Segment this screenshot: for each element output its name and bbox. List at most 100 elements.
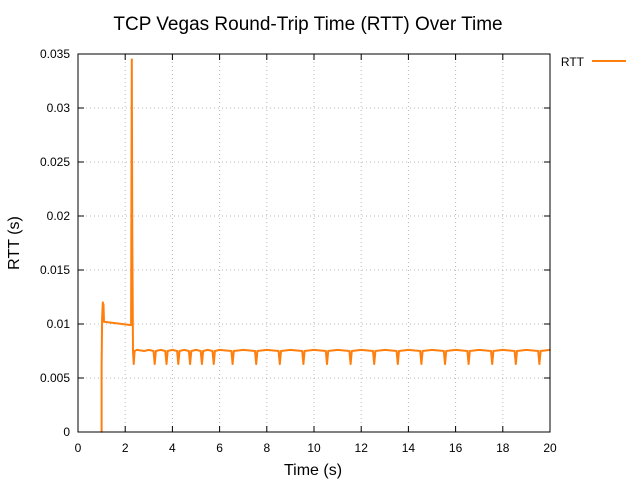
data-point [103,321,105,323]
data-point [166,350,169,352]
data-point [231,363,234,365]
data-point [183,349,185,351]
data-point [336,349,339,351]
tick-layer: 0 2 4 6 8 10 12 14 16 18 20 0 0.005 0.01 0.015 0.02 0.02… [40,47,557,455]
y-tick-label: 0.005 [40,371,70,385]
data-point [212,363,215,365]
data-point [384,349,386,351]
data-point [490,350,492,352]
y-tick-label: 0.035 [40,47,70,61]
data-point [143,350,145,352]
x-tick-label: 10 [307,441,321,455]
data-point [327,350,330,352]
data-point [372,350,374,352]
data-point [374,350,377,352]
data-point [102,301,104,304]
x-tick-label: 8 [263,441,270,455]
data-point [539,350,542,352]
data-point [132,350,134,352]
y-tick-label: 0 [63,425,70,439]
x-tick-label: 2 [122,441,129,455]
data-point [492,350,495,352]
data-point [538,363,541,365]
x-tick-label: 14 [402,441,416,455]
data-point [256,350,259,352]
data-point [515,363,517,365]
data-point [466,350,469,352]
x-tick-label: 12 [355,441,369,455]
data-point [133,350,136,352]
x-tick-label: 20 [543,441,557,455]
data-point [152,350,155,352]
data-point [202,350,204,352]
data-point [513,350,516,352]
data-point [164,350,167,352]
data-point [373,363,376,365]
data-point [255,363,257,365]
data-point [211,350,214,352]
data-point [254,350,256,352]
data-point [214,350,216,352]
data-point [176,350,178,352]
data-point [188,350,190,352]
data-point [279,363,281,365]
data-point [398,350,400,352]
x-tick-label: 4 [169,441,176,455]
data-point [444,363,446,365]
data-point [131,58,133,61]
data-point [190,350,193,352]
data-point [469,350,471,352]
data-point [132,363,135,365]
data-point [171,349,174,351]
data-point [421,350,424,352]
data-point [302,363,305,365]
data-point [301,350,304,352]
data-point [165,363,168,365]
data-point [395,350,398,352]
data-point [155,350,157,352]
data-point [431,349,433,351]
data-point [233,350,235,352]
y-tick-label: 0.01 [47,317,71,331]
data-point [101,317,103,320]
x-tick-label: 16 [449,441,463,455]
data-point [445,350,448,352]
data-point [478,349,481,351]
x-tick-label: 18 [496,441,510,455]
data-point [326,363,328,365]
data-point [178,350,181,352]
data-point [195,349,197,351]
data-point [419,350,422,352]
data-point [360,349,363,351]
data-point [159,349,162,351]
y-tick-label: 0.02 [47,209,71,223]
data-point [189,363,191,365]
data-point [102,303,105,306]
data-point [277,350,280,352]
data-point [201,363,203,365]
data-point [199,350,202,352]
data-point [467,363,470,365]
legend-label-rtt: RTT [561,55,585,69]
data-point [266,349,268,351]
data-point [454,349,457,351]
series-line-rtt [100,58,551,432]
y-tick-label: 0.025 [40,155,70,169]
data-point [207,349,209,351]
chart-title: TCP Vegas Round-Trip Time (RTT) Over Tim… [113,14,502,35]
y-axis-label: RTT (s) [6,216,23,270]
data-point [525,349,528,351]
y-tick-label: 0.015 [40,263,70,277]
legend: RTT [561,55,626,69]
data-point [443,350,445,352]
data-point [136,349,138,351]
data-point [280,350,282,352]
data-point [349,363,352,365]
data-point [325,350,327,352]
data-point [397,363,399,365]
data-point [351,350,353,352]
data-point [242,349,244,351]
data-point [491,363,494,365]
data-point [313,349,315,351]
